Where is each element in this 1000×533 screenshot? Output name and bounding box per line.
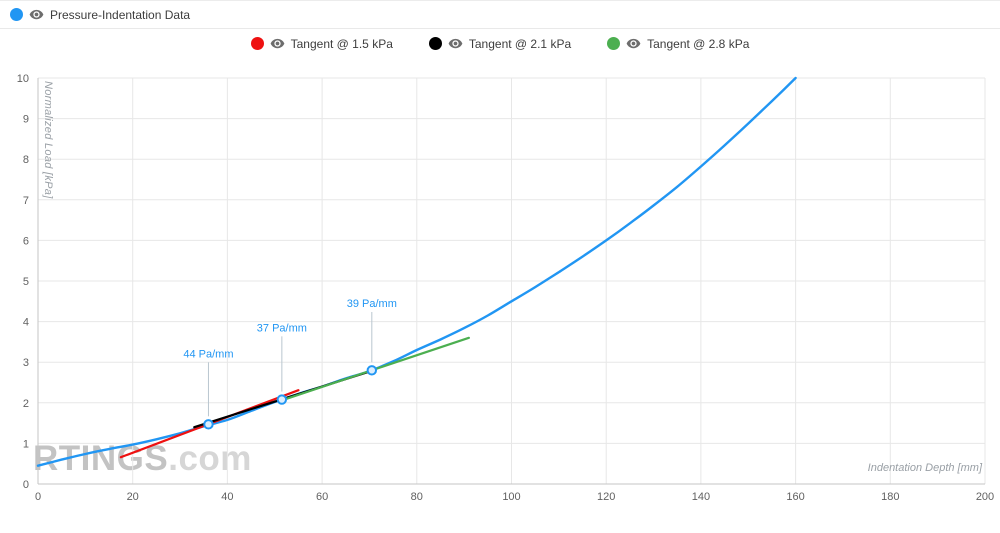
legend-item-tangent-2-8kpa[interactable]: Tangent @ 2.8 kPa xyxy=(607,36,749,51)
series-color-dot[interactable] xyxy=(607,37,621,50)
x-tick-label: 180 xyxy=(881,491,899,503)
y-tick-label: 0 xyxy=(23,479,29,491)
y-tick-label: 5 xyxy=(23,276,29,288)
x-tick-label: 80 xyxy=(411,491,423,503)
x-tick-label: 120 xyxy=(597,491,615,503)
series-toggle-pressure-indentation[interactable]: Pressure-Indentation Data xyxy=(10,7,190,22)
legend: Tangent @ 1.5 kPa Tangent @ 2.1 kPa Tang… xyxy=(0,36,1000,51)
tangent-point-marker[interactable] xyxy=(203,419,214,430)
x-tick-label: 60 xyxy=(316,491,328,503)
x-tick-label: 160 xyxy=(786,491,804,503)
legend-label: Tangent @ 2.8 kPa xyxy=(647,36,750,51)
legend-label: Tangent @ 1.5 kPa xyxy=(290,36,393,51)
y-tick-label: 1 xyxy=(23,438,29,450)
y-tick-label: 4 xyxy=(23,317,29,329)
series-color-dot[interactable] xyxy=(10,8,23,21)
visibility-eye-icon[interactable] xyxy=(270,36,285,51)
legend-item-tangent-2-1kpa[interactable]: Tangent @ 2.1 kPa xyxy=(428,36,572,51)
y-tick-label: 10 xyxy=(17,73,29,85)
series-color-dot[interactable] xyxy=(428,37,442,50)
x-tick-label: 20 xyxy=(127,491,139,503)
y-tick-label: 6 xyxy=(23,235,29,247)
legend-label: Tangent @ 2.1 kPa xyxy=(468,36,572,51)
watermark-light-text: .com xyxy=(168,439,252,478)
visibility-eye-icon[interactable] xyxy=(29,7,44,22)
y-tick-label: 9 xyxy=(23,114,29,126)
series-color-dot[interactable] xyxy=(250,37,264,50)
pressure-curve xyxy=(36,76,797,467)
x-axis-title: Indentation Depth [mm] xyxy=(867,462,982,474)
x-tick-label: 40 xyxy=(221,491,233,503)
slope-annotation-label: 39 Pa/mm xyxy=(347,298,397,310)
y-tick-label: 7 xyxy=(23,195,29,207)
visibility-eye-icon[interactable] xyxy=(448,36,463,51)
x-tick-label: 200 xyxy=(976,491,994,503)
x-tick-label: 140 xyxy=(692,491,710,503)
y-axis-title: Normalized Load [kPa] xyxy=(42,81,54,199)
series-toggle-label: Pressure-Indentation Data xyxy=(50,7,191,22)
slope-annotation-label: 44 Pa/mm xyxy=(183,348,233,360)
y-tick-label: 8 xyxy=(23,154,29,166)
y-tick-label: 3 xyxy=(23,357,29,369)
x-tick-label: 0 xyxy=(35,491,41,503)
slope-annotation-label: 37 Pa/mm xyxy=(257,322,307,334)
chart-header: Pressure-Indentation Data xyxy=(0,1,1000,29)
y-tick-label: 2 xyxy=(23,398,29,410)
tangent-point-marker[interactable] xyxy=(276,394,288,405)
x-tick-label: 100 xyxy=(502,491,520,503)
legend-item-tangent-1-5kpa[interactable]: Tangent @ 1.5 kPa xyxy=(250,36,393,51)
visibility-eye-icon[interactable] xyxy=(626,36,641,51)
tangent-point-marker[interactable] xyxy=(366,365,378,376)
